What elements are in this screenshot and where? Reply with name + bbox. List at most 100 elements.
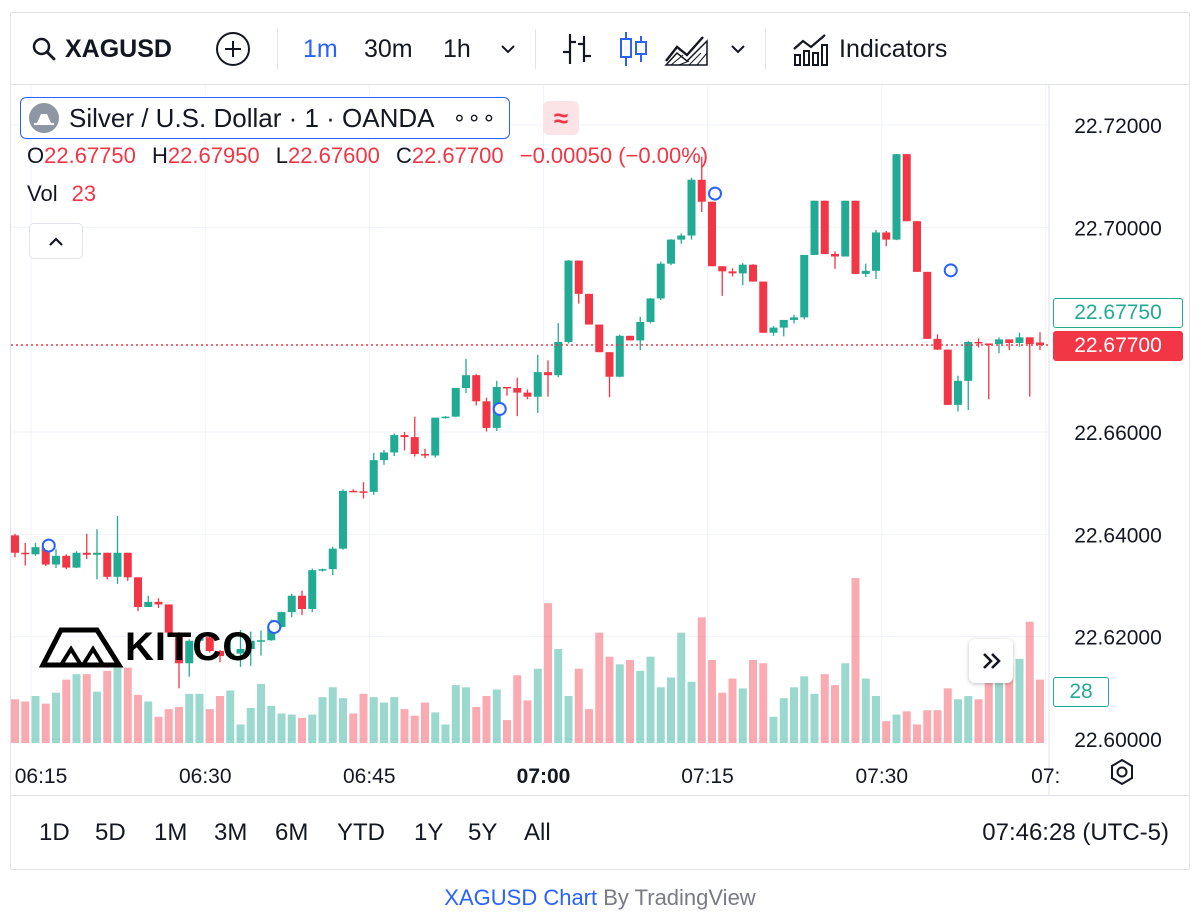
volume-bar [677,632,686,743]
candle-body [933,338,942,350]
candle-body [585,293,593,325]
close-value: 22.67700 [411,143,504,168]
volume-bar [103,670,112,743]
candle-body [82,552,91,555]
candle-body [954,380,962,405]
volume-bar [954,699,962,743]
price-tick-label: 22.66000 [1074,422,1162,445]
indicators-button[interactable]: Indicators [791,13,947,85]
volume-bar [513,675,522,743]
volume-bar [195,693,204,743]
candle-body [615,335,624,377]
event-marker [708,186,722,201]
time-tick-label: 06:30 [179,765,232,788]
range-1d[interactable]: 1D [39,819,70,846]
volume-bar [205,709,214,743]
candle-body [421,454,429,456]
candle-body [810,200,819,255]
volume-bar [154,716,163,743]
range-1m[interactable]: 1M [154,819,188,846]
chevron-down-icon [501,45,515,54]
candle-body [482,401,491,428]
volume-bar [913,724,921,743]
settings-button[interactable] [1107,757,1137,792]
volume-bar [421,702,429,743]
candle-body [841,200,850,257]
volume-bar [984,651,993,743]
range-1y[interactable]: 1Y [414,819,444,846]
attribution-link[interactable]: XAGUSD Chart [444,885,598,910]
legend-title-text: Silver / U.S. Dollar · 1 · OANDA [69,102,435,133]
volume-bar [482,696,491,743]
candle-body [708,201,716,267]
volume-bar [185,693,194,743]
wave-icon[interactable]: ≈ [543,101,579,135]
legend-symbol-title[interactable]: Silver / U.S. Dollar · 1 · OANDA ∘∘∘ [20,97,510,139]
low-key: L [275,143,289,168]
range-6m[interactable]: 6M [275,819,309,846]
chart-type-dropdown[interactable] [727,13,749,85]
scroll-to-realtime-button[interactable] [969,639,1013,683]
volume-bar [1036,679,1044,743]
candle-body [800,254,809,318]
compare-button[interactable] [214,13,252,85]
candle-body [31,547,40,555]
volume-legend: Vol 23 [27,181,96,207]
candle-body [164,604,173,633]
volume-bar [380,702,388,743]
volume-bar [308,714,317,743]
interval-30m[interactable]: 30m [364,34,413,63]
candles-icon [620,32,647,66]
range-5d[interactable]: 5D [95,819,126,846]
clock-timezone[interactable]: 07:46:28 (UTC-5) [982,819,1169,846]
more-icon[interactable]: ∘∘∘ [452,105,497,130]
candle-body [472,375,481,402]
candle-body [523,392,532,397]
candle-body [738,264,747,274]
candles-style-button[interactable] [617,13,649,85]
volume-bar [923,710,932,743]
candle-body [369,460,378,492]
volume-bar [31,696,40,743]
candle-body [144,601,153,607]
volume-bar [554,649,563,743]
toolbar-divider [535,29,536,69]
attribution-by: By TradingView [597,885,756,910]
range-3m[interactable]: 3M [214,819,248,846]
volume-bar [851,578,860,743]
volume-bar [72,674,81,743]
volume-bar [236,724,245,743]
area-style-button[interactable] [663,13,711,85]
candle-body [1025,337,1034,344]
indicators-icon [793,34,828,66]
volume-bar [175,706,183,743]
volume-bar [544,603,552,743]
candle-body [441,416,450,419]
volume-bar [687,681,696,743]
range-ytd[interactable]: YTD [337,819,385,846]
candle-body [11,535,19,553]
symbol-search[interactable]: XAGUSD [31,13,172,85]
price-chart[interactable]: 22.72000 22.70000 22.66000 22.64000 22.62000… [11,85,1189,795]
interval-dropdown[interactable] [497,13,519,85]
candle-body [462,375,470,388]
candle-body [687,179,696,236]
volume-bar [738,688,747,743]
chevron-up-icon [49,237,63,246]
interval-1h[interactable]: 1h [443,34,471,63]
range-5y[interactable]: 5Y [468,819,498,846]
legend-collapse-button[interactable] [29,223,83,259]
price-label-open: 22.67750 [1053,298,1183,328]
candle-body [974,341,983,344]
chart-grid [11,85,1049,745]
open-value: 22.67750 [44,143,136,168]
logo-text: KITCO [125,625,255,669]
range-all[interactable]: All [524,819,551,846]
candle-body [62,555,71,568]
candle-body [277,612,286,627]
volume-bar [820,674,829,743]
event-marker [943,263,958,278]
interval-1m[interactable]: 1m [303,34,338,63]
bar-style-button[interactable] [559,13,595,85]
candle-body [769,327,778,333]
